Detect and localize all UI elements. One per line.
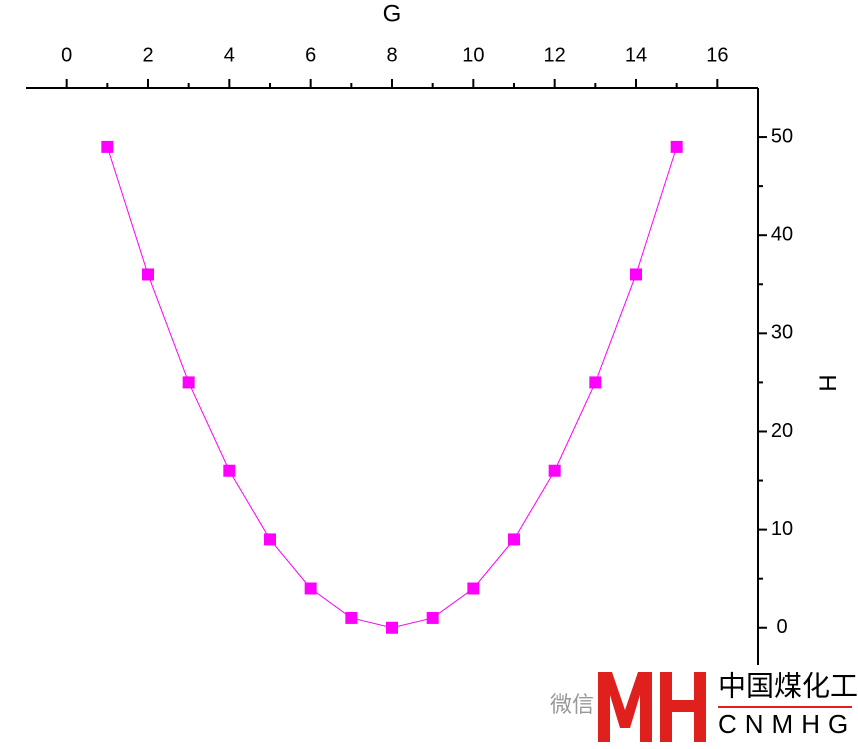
y-tick-label: 10 <box>771 518 793 540</box>
y-tick-label: 50 <box>771 125 793 147</box>
y-tick-label: 20 <box>771 420 793 442</box>
x-tick-label: 8 <box>386 44 397 66</box>
x-axis-title: G <box>383 0 402 27</box>
marker <box>142 268 154 281</box>
marker <box>548 464 561 477</box>
marker <box>508 533 520 546</box>
marker <box>467 582 480 595</box>
marker <box>670 140 683 153</box>
x-tick-label: 4 <box>224 44 235 66</box>
marker <box>345 611 358 624</box>
marker <box>589 376 602 389</box>
marker <box>386 621 398 634</box>
y-tick-label: 40 <box>771 223 793 245</box>
x-tick-label: 0 <box>61 44 72 66</box>
x-tick-label: 6 <box>305 44 316 66</box>
logo <box>598 672 652 742</box>
y-axis-title: H <box>814 374 841 391</box>
marker <box>182 376 195 389</box>
wechat-text: 微信 <box>550 692 594 717</box>
x-tick-label: 16 <box>706 44 728 66</box>
marker <box>264 533 276 546</box>
y-tick-label: 30 <box>771 322 793 344</box>
watermark-code: CNMHG <box>718 709 856 739</box>
x-tick-label: 2 <box>142 44 153 66</box>
x-tick-label: 10 <box>462 44 484 66</box>
watermark-name: 中国煤化工 <box>718 670 858 701</box>
marker <box>223 464 236 477</box>
marker <box>101 140 114 153</box>
marker <box>304 582 317 595</box>
y-tick-label: 0 <box>776 616 787 638</box>
marker <box>630 268 642 281</box>
marker <box>426 611 439 624</box>
x-tick-label: 14 <box>625 44 647 66</box>
logo <box>660 672 706 742</box>
watermark: 微信 中国煤化工 CNMHG <box>550 665 858 749</box>
x-tick-label: 12 <box>544 44 566 66</box>
